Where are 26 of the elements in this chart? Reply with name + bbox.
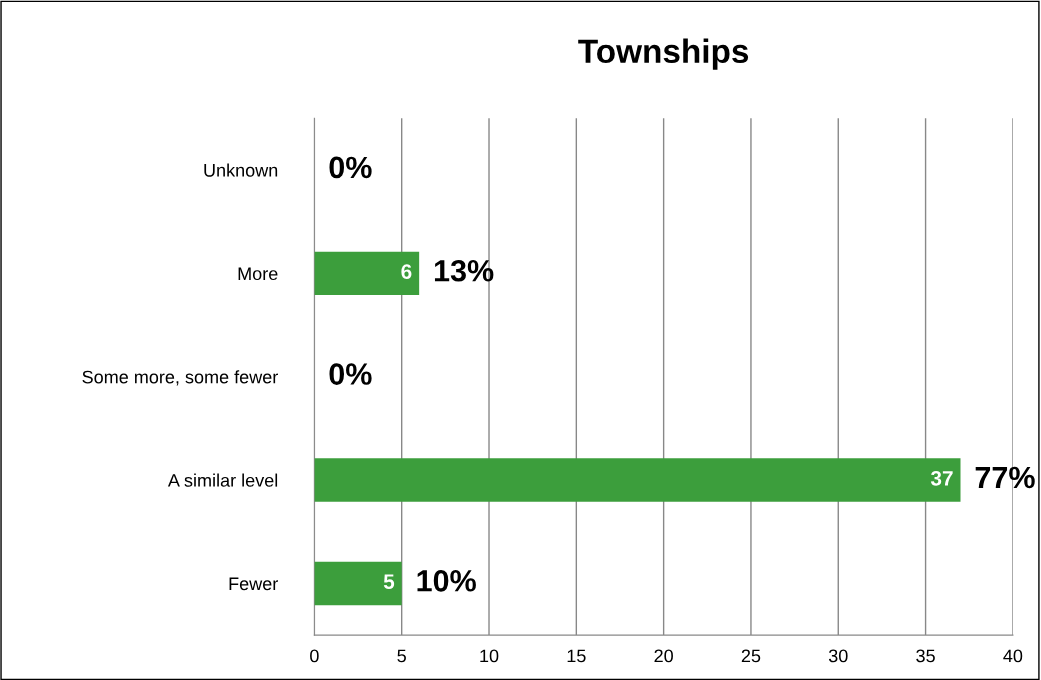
annotation: 0% — [329, 156, 372, 179]
y-tick-label: A similar level — [167, 473, 278, 487]
data-label: 5 — [383, 574, 395, 590]
data-label: 37 — [930, 470, 953, 486]
annotation: 0% — [329, 363, 372, 385]
bar — [314, 458, 961, 502]
x-tick-label: 5 — [397, 649, 406, 663]
x-tick-label: 0 — [310, 649, 319, 663]
y-tick-label: Fewer — [229, 577, 278, 591]
x-tick-label: 15 — [567, 649, 586, 663]
data-label: 6 — [401, 264, 412, 279]
x-tick-label: 40 — [1003, 649, 1023, 663]
y-tick-label: Unknown — [204, 163, 278, 177]
x-tick-label: 35 — [916, 649, 935, 663]
y-tick-label: More — [238, 267, 278, 281]
annotation: 13% — [434, 259, 494, 282]
annotation: 10% — [417, 570, 476, 592]
bar — [314, 251, 420, 296]
x-tick-label: 10 — [480, 649, 499, 663]
x-tick-label: 30 — [828, 649, 848, 663]
bar — [314, 561, 402, 606]
chart-title: Townships — [578, 38, 749, 70]
x-tick-label: 20 — [654, 649, 673, 663]
y-tick-label: Some more, some fewer — [82, 370, 278, 386]
x-tick-label: 25 — [741, 649, 761, 663]
annotation: 77% — [975, 466, 1035, 489]
